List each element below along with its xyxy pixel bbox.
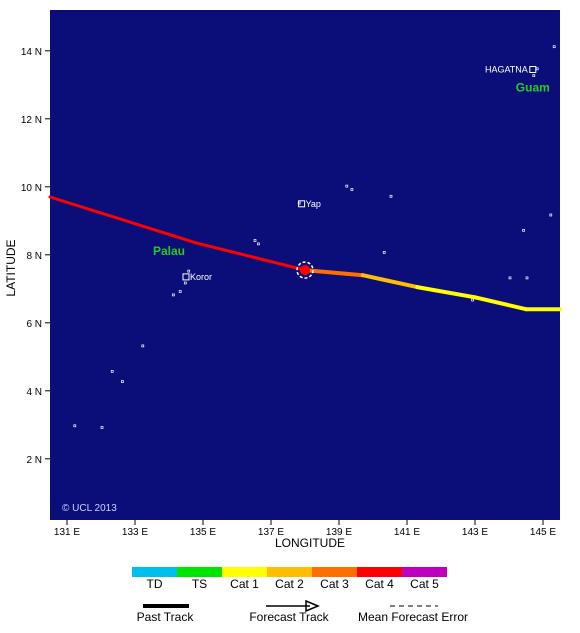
island-speck — [552, 45, 556, 49]
longitude-axis: 131 E 133 E 135 E 137 E 139 E 141 E 143 E 145 E — [54, 520, 556, 538]
island-speck — [257, 242, 260, 246]
legend-category-label: Cat 2 — [275, 577, 304, 591]
legend-swatch — [312, 567, 357, 577]
lat-tick-label: 8 N — [26, 251, 42, 262]
island-speck — [110, 370, 114, 373]
track-segment — [194, 241, 307, 272]
legend-swatch — [357, 567, 402, 577]
lon-tick-label: 135 E — [190, 527, 216, 538]
forecast-error-label: Mean Forecast Error — [358, 610, 468, 624]
lat-tick-label: 6 N — [26, 319, 42, 330]
island-speck — [183, 281, 187, 285]
line-style-legend: Past Track Forecast Track Mean Forecast … — [137, 599, 468, 624]
forecast-arrow-icon — [305, 599, 320, 613]
region-label: Guam — [516, 81, 550, 95]
lat-tick-label: 14 N — [21, 47, 42, 58]
track-segment — [415, 285, 477, 300]
island-speck — [73, 424, 77, 428]
legend-category-label: Cat 4 — [365, 577, 394, 591]
lat-tick-label: 2 N — [26, 455, 42, 466]
legend-swatch — [402, 567, 447, 577]
past-track-label: Past Track — [137, 610, 195, 624]
island-speck — [121, 380, 124, 383]
current-storm-dot — [300, 265, 310, 276]
lon-tick-label: 139 E — [326, 527, 352, 538]
intensity-legend: TD TS Cat 1 Cat 2 Cat 3 Cat 4 Cat 5 — [132, 567, 447, 591]
lon-tick-label: 145 E — [530, 527, 556, 538]
track-segment — [303, 268, 365, 278]
island-speck — [532, 74, 536, 77]
legend-category-label: Cat 5 — [410, 577, 439, 591]
lon-tick-label: 137 E — [258, 527, 284, 538]
region-labels: Palau Guam — [153, 81, 550, 258]
forecast-track-label: Forecast Track — [249, 610, 329, 624]
legend-category-label: TD — [147, 577, 163, 591]
current-position-marker — [296, 261, 314, 279]
legend-swatch — [222, 567, 267, 577]
place-labels: Yap Koror HAGATNA — [182, 65, 537, 282]
lat-tick-label: 4 N — [26, 387, 42, 398]
forecast-error-circle — [296, 261, 314, 279]
lon-tick-label: 131 E — [54, 527, 80, 538]
city-label: HAGATNA — [485, 65, 528, 75]
lon-tick-label: 133 E — [122, 527, 148, 538]
city-marker — [298, 200, 306, 208]
legend-category-label: Cat 1 — [230, 577, 259, 591]
track-segment — [48, 195, 198, 245]
island-speck — [350, 188, 354, 191]
island-speck — [253, 239, 257, 242]
region-label: Palau — [153, 244, 185, 258]
track-segment — [360, 273, 420, 290]
legend-category-label: TS — [192, 577, 207, 591]
latitude-axis: 2 N 4 N 6 N 8 N 10 N 12 N 14 N — [21, 47, 50, 466]
island-markers — [73, 45, 556, 429]
island-speck — [187, 269, 191, 273]
island-speck — [345, 184, 349, 188]
lon-tick-label: 141 E — [394, 527, 420, 538]
map-background — [50, 10, 560, 520]
island-speck — [549, 213, 553, 217]
island-speck — [100, 426, 104, 429]
city-label: Koror — [190, 272, 212, 282]
island-speck — [522, 228, 525, 232]
island-speck — [525, 276, 529, 280]
island-speck — [178, 290, 182, 293]
island-speck — [389, 194, 393, 198]
legend-swatch — [267, 567, 312, 577]
legend-swatch — [132, 567, 177, 577]
city-marker — [529, 66, 537, 73]
lat-tick-label: 12 N — [21, 115, 42, 126]
city-label: Yap — [306, 199, 321, 209]
island-speck — [172, 293, 175, 297]
track-segment — [473, 295, 528, 312]
legend-swatch — [177, 567, 222, 577]
legend-category-label: Cat 3 — [320, 577, 349, 591]
island-speck — [382, 251, 386, 254]
storm-track — [48, 195, 562, 312]
island-speck — [141, 344, 145, 348]
island-speck — [508, 276, 512, 280]
y-axis-title: LATITUDE — [4, 239, 18, 296]
city-marker — [182, 273, 190, 281]
lon-tick-label: 143 E — [462, 527, 488, 538]
x-axis-title: LONGITUDE — [275, 536, 345, 550]
island-speck — [471, 298, 474, 302]
lat-tick-label: 10 N — [21, 183, 42, 194]
copyright-credit: © UCL 2013 — [62, 503, 117, 514]
